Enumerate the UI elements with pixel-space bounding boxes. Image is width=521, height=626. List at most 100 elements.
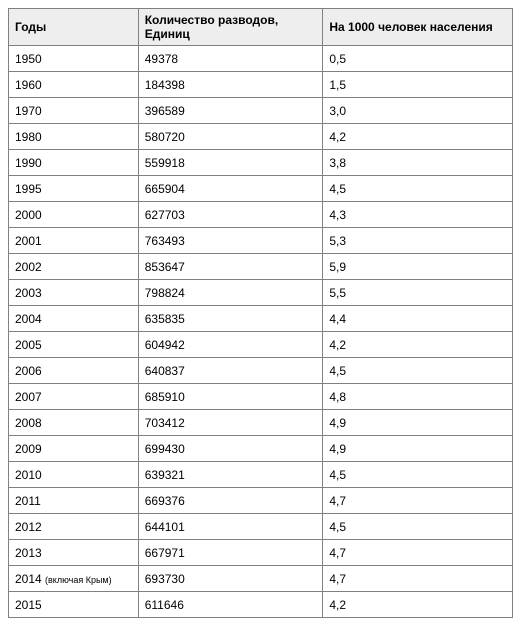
table-row: 2013 6679714,7 — [9, 540, 513, 566]
table-row: 20096994304,9 — [9, 436, 513, 462]
year-value: 1970 — [15, 104, 42, 118]
year-value: 2002 — [15, 260, 42, 274]
cell-count: 669376 — [138, 488, 323, 514]
cell-count: 763493 — [138, 228, 323, 254]
cell-year: 1995 — [9, 176, 139, 202]
cell-year: 2015 — [9, 592, 139, 618]
table-row: 2000 6277034,3 — [9, 202, 513, 228]
cell-rate: 4,5 — [323, 462, 513, 488]
year-value: 1980 — [15, 130, 42, 144]
cell-count: 640837 — [138, 358, 323, 384]
divorce-stats-table: Годы Количество разводов, Единиц На 1000… — [8, 8, 513, 618]
cell-rate: 4,4 — [323, 306, 513, 332]
cell-count: 703412 — [138, 410, 323, 436]
cell-year: 2001 — [9, 228, 139, 254]
table-row: 2005 6049424,2 — [9, 332, 513, 358]
cell-rate: 5,5 — [323, 280, 513, 306]
table-row: 1980 5807204,2 — [9, 124, 513, 150]
cell-year: 2005 — [9, 332, 139, 358]
col-header-count: Количество разводов, Единиц — [138, 9, 323, 46]
table-row: 2004 6358354,4 — [9, 306, 513, 332]
cell-rate: 4,5 — [323, 514, 513, 540]
cell-year: 2008 — [9, 410, 139, 436]
year-value: 2014 — [15, 572, 45, 586]
cell-year: 2010 — [9, 462, 139, 488]
year-value: 2012 — [15, 520, 42, 534]
cell-rate: 0,5 — [323, 46, 513, 72]
year-value: 1950 — [15, 52, 42, 66]
year-value: 2010 — [15, 468, 42, 482]
cell-count: 853647 — [138, 254, 323, 280]
cell-count: 49378 — [138, 46, 323, 72]
cell-count: 665904 — [138, 176, 323, 202]
year-value: 2000 — [15, 208, 42, 222]
table-row: 2001 7634935,3 — [9, 228, 513, 254]
table-row: 19905599183,8 — [9, 150, 513, 176]
cell-count: 667971 — [138, 540, 323, 566]
table-row: 20116693764,7 — [9, 488, 513, 514]
table-row: 2014 (включая Крым)6937304,7 — [9, 566, 513, 592]
col-header-rate: На 1000 человек населения — [323, 9, 513, 46]
cell-rate: 5,3 — [323, 228, 513, 254]
cell-rate: 4,9 — [323, 436, 513, 462]
col-header-year: Годы — [9, 9, 139, 46]
table-row: 2003 7988245,5 — [9, 280, 513, 306]
cell-count: 798824 — [138, 280, 323, 306]
cell-count: 685910 — [138, 384, 323, 410]
table-row: 2012 6441014,5 — [9, 514, 513, 540]
cell-year: 2006 — [9, 358, 139, 384]
cell-rate: 1,5 — [323, 72, 513, 98]
cell-rate: 4,2 — [323, 592, 513, 618]
cell-count: 699430 — [138, 436, 323, 462]
table-row: 19601843981,5 — [9, 72, 513, 98]
cell-count: 644101 — [138, 514, 323, 540]
cell-year: 1990 — [9, 150, 139, 176]
year-value: 2011 — [15, 494, 41, 508]
year-value: 2008 — [15, 416, 42, 430]
cell-year: 2009 — [9, 436, 139, 462]
cell-count: 635835 — [138, 306, 323, 332]
cell-rate: 4,3 — [323, 202, 513, 228]
table-row: 19703965893,0 — [9, 98, 513, 124]
year-value: 2007 — [15, 390, 42, 404]
cell-year: 1980 — [9, 124, 139, 150]
year-note: (включая Крым) — [45, 575, 112, 585]
table-header-row: Годы Количество разводов, Единиц На 1000… — [9, 9, 513, 46]
cell-rate: 5,9 — [323, 254, 513, 280]
cell-rate: 4,2 — [323, 124, 513, 150]
cell-year: 2004 — [9, 306, 139, 332]
table-row: 2010 6393214,5 — [9, 462, 513, 488]
cell-count: 639321 — [138, 462, 323, 488]
cell-year: 2007 — [9, 384, 139, 410]
cell-rate: 4,8 — [323, 384, 513, 410]
cell-rate: 4,9 — [323, 410, 513, 436]
cell-year: 2014 (включая Крым) — [9, 566, 139, 592]
cell-count: 184398 — [138, 72, 323, 98]
cell-year: 1970 — [9, 98, 139, 124]
cell-rate: 4,5 — [323, 176, 513, 202]
year-value: 2001 — [15, 234, 42, 248]
cell-count: 611646 — [138, 592, 323, 618]
year-value: 2003 — [15, 286, 42, 300]
cell-year: 1960 — [9, 72, 139, 98]
cell-count: 627703 — [138, 202, 323, 228]
year-value: 2015 — [15, 598, 42, 612]
cell-count: 396589 — [138, 98, 323, 124]
cell-count: 604942 — [138, 332, 323, 358]
year-value: 2013 — [15, 546, 42, 560]
cell-rate: 4,2 — [323, 332, 513, 358]
cell-rate: 4,7 — [323, 540, 513, 566]
cell-count: 580720 — [138, 124, 323, 150]
table-row: 2007 6859104,8 — [9, 384, 513, 410]
table-row: 2002 8536475,9 — [9, 254, 513, 280]
cell-year: 2002 — [9, 254, 139, 280]
year-value: 2004 — [15, 312, 42, 326]
cell-year: 2013 — [9, 540, 139, 566]
cell-rate: 4,5 — [323, 358, 513, 384]
cell-rate: 4,7 — [323, 566, 513, 592]
cell-count: 559918 — [138, 150, 323, 176]
year-value: 2005 — [15, 338, 42, 352]
table-row: 20066408374,5 — [9, 358, 513, 384]
cell-rate: 3,8 — [323, 150, 513, 176]
cell-year: 2003 — [9, 280, 139, 306]
